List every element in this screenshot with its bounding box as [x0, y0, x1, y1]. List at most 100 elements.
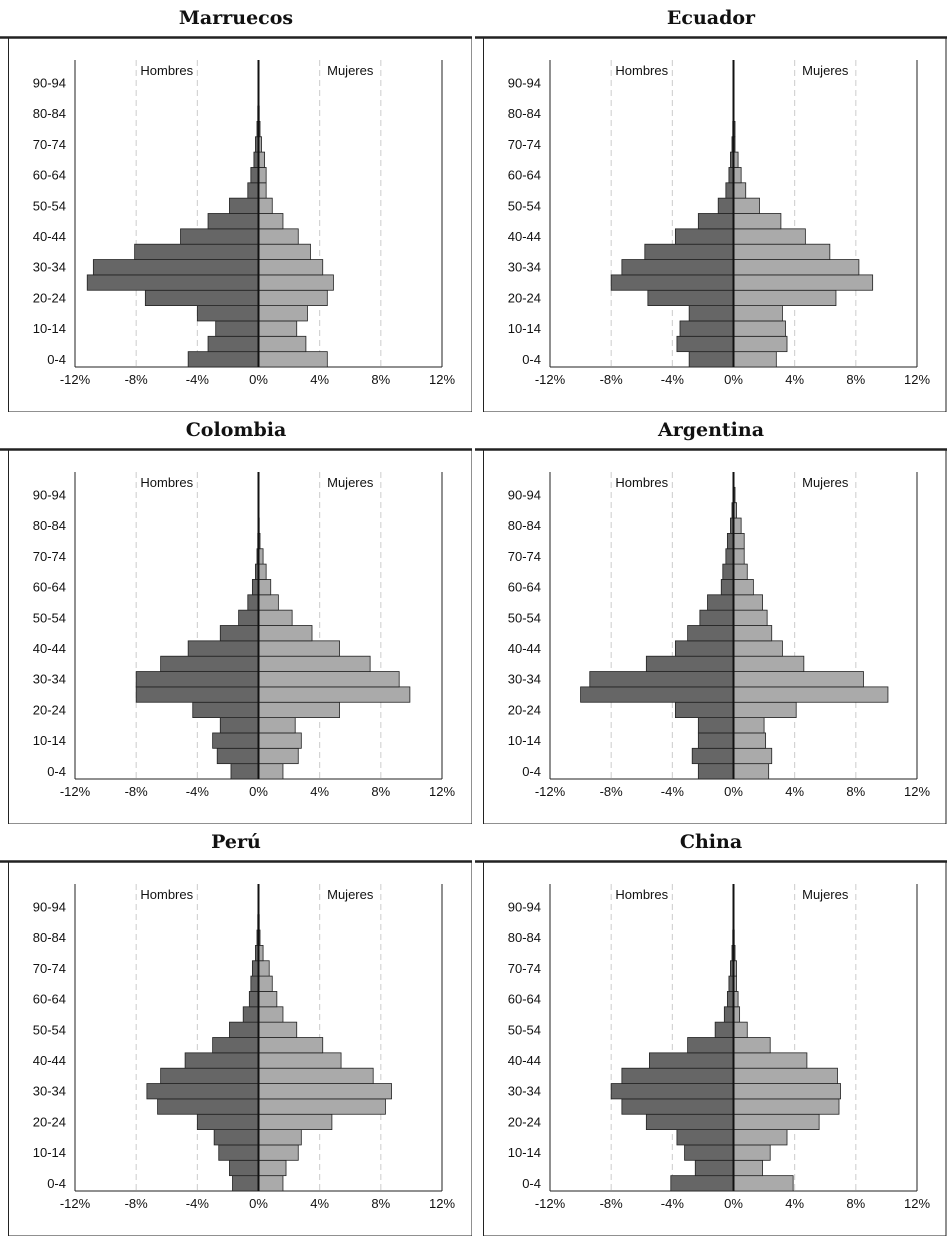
bar-mujeres — [733, 197, 760, 214]
age-label: 70-74 — [508, 961, 541, 976]
bar-mujeres — [258, 609, 293, 626]
bar-mujeres — [733, 655, 805, 672]
bar-mujeres — [733, 533, 745, 550]
x-tick-label: 12% — [904, 372, 930, 387]
age-label: 20-24 — [33, 1114, 66, 1129]
bar-mujeres — [733, 1144, 771, 1161]
age-label: 30-34 — [508, 672, 541, 687]
age-label: 20-24 — [508, 1114, 541, 1129]
x-tick-label: -4% — [661, 784, 685, 799]
x-tick-label: 4% — [310, 372, 329, 387]
bar-mujeres — [258, 167, 267, 184]
bar-mujeres — [258, 351, 328, 368]
x-tick-label: 0% — [249, 372, 268, 387]
bar-mujeres — [258, 594, 279, 611]
age-label: 10-14 — [33, 733, 66, 748]
panel-border — [8, 449, 472, 824]
bar-hombres — [688, 305, 734, 322]
bar-mujeres — [258, 1113, 333, 1131]
age-label: 60-64 — [508, 168, 541, 183]
x-tick-label: 8% — [846, 784, 865, 799]
bar-mujeres — [733, 1159, 763, 1177]
age-label: 50-54 — [33, 1022, 66, 1037]
bar-mujeres — [258, 1067, 374, 1084]
bar-hombres — [160, 1067, 259, 1084]
age-label: 0-4 — [522, 352, 541, 367]
bar-hombres — [697, 213, 734, 230]
x-tick-label: -8% — [125, 1196, 149, 1211]
label-mujeres: Mujeres — [802, 63, 849, 78]
bar-hombres — [215, 320, 259, 337]
age-label: 50-54 — [508, 198, 541, 213]
age-label: 80-84 — [33, 518, 66, 533]
label-hombres: Hombres — [615, 63, 668, 78]
x-tick-label: -8% — [125, 372, 149, 387]
bar-hombres — [676, 1129, 734, 1146]
bar-mujeres — [258, 1052, 342, 1069]
bar-hombres — [187, 351, 259, 368]
bar-hombres — [242, 1006, 259, 1023]
x-tick-label: 8% — [371, 1196, 390, 1211]
bar-hombres — [674, 228, 734, 245]
panel-border — [8, 37, 472, 412]
age-label: 70-74 — [33, 137, 66, 152]
age-label: 60-64 — [33, 580, 66, 595]
bar-hombres — [647, 289, 734, 307]
pyramid-chart: 0-4 10-14 20-24 30-34 40-44 50-54 60-64 70-74 80… — [0, 448, 472, 824]
bar-hombres — [688, 351, 734, 368]
bar-hombres — [184, 1052, 259, 1069]
pyramid-chart: 0-4 10-14 20-24 30-34 40-44 50-54 60-64 70-74 80… — [0, 860, 472, 1236]
bar-mujeres — [733, 609, 768, 626]
panel-border — [8, 861, 472, 1236]
x-tick-label: 0% — [724, 1196, 743, 1211]
bar-mujeres — [258, 732, 302, 749]
bar-hombres — [219, 717, 259, 734]
bar-mujeres — [258, 197, 273, 214]
age-label: 30-34 — [508, 1084, 541, 1099]
bar-mujeres — [733, 1067, 838, 1084]
bar-mujeres — [258, 259, 324, 276]
x-tick-label: -8% — [125, 784, 149, 799]
bar-mujeres — [258, 563, 267, 580]
bar-hombres — [687, 625, 734, 642]
chart-title: Colombia — [185, 419, 287, 441]
age-label: 90-94 — [33, 900, 66, 915]
age-label: 10-14 — [33, 321, 66, 336]
bar-hombres — [722, 563, 734, 580]
age-label: 60-64 — [508, 992, 541, 1007]
bar-mujeres — [258, 686, 411, 703]
x-tick-label: -12% — [535, 1196, 566, 1211]
pyramid-chart: 0-4 10-14 20-24 30-34 40-44 50-54 60-64 70-74 80… — [475, 860, 947, 1236]
pyramid-panel: Perú 0-4 10-14 20-24 30-34 40-44 50-54 60-64 70-… — [0, 824, 472, 1236]
x-tick-label: 12% — [429, 372, 455, 387]
age-label: 50-54 — [33, 610, 66, 625]
bar-hombres — [230, 763, 259, 780]
age-label: 30-34 — [33, 1084, 66, 1099]
x-tick-label: 4% — [785, 372, 804, 387]
bar-mujeres — [733, 167, 742, 184]
bar-mujeres — [258, 763, 284, 780]
x-tick-label: -4% — [661, 1196, 685, 1211]
age-label: 20-24 — [33, 290, 66, 305]
age-label: 50-54 — [33, 198, 66, 213]
age-label: 40-44 — [508, 1053, 541, 1068]
pyramid-panel: Marruecos 0-4 10-14 20-24 30-34 40-44 50-54 60-… — [0, 0, 472, 412]
bar-hombres — [697, 717, 734, 734]
bar-hombres — [135, 686, 259, 703]
bar-hombres — [621, 1098, 734, 1115]
bar-mujeres — [258, 701, 340, 719]
age-label: 40-44 — [508, 641, 541, 656]
bar-hombres — [580, 686, 734, 703]
age-label: 40-44 — [33, 641, 66, 656]
pyramid-panel: Ecuador 0-4 10-14 20-24 30-34 40-44 50-54 60-64… — [475, 0, 947, 412]
bar-hombres — [229, 1159, 259, 1177]
x-tick-label: -4% — [186, 372, 210, 387]
bar-mujeres — [258, 1175, 284, 1192]
bar-hombres — [212, 1037, 259, 1054]
bar-mujeres — [733, 213, 782, 230]
panel-border — [483, 861, 947, 1236]
label-hombres: Hombres — [615, 475, 668, 490]
bar-mujeres — [733, 563, 748, 580]
bar-mujeres — [733, 1052, 808, 1069]
bar-mujeres — [733, 548, 745, 565]
